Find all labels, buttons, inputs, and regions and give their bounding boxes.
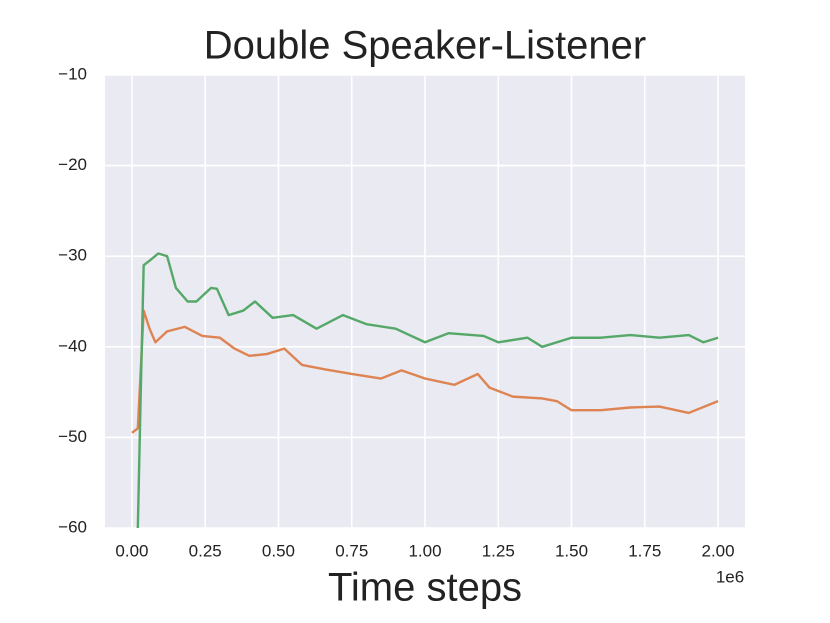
x-tick-label: 1.00 bbox=[408, 541, 441, 560]
x-tick-label: 0.25 bbox=[189, 541, 222, 560]
y-tick-label: −50 bbox=[58, 427, 87, 446]
x-offset-label: 1e6 bbox=[716, 567, 744, 586]
series-line bbox=[131, 309, 719, 434]
x-tick-label: 1.50 bbox=[555, 541, 588, 560]
chart-title: Double Speaker-Listener bbox=[204, 24, 646, 68]
y-tick-label: −60 bbox=[58, 517, 87, 536]
y-tick-label: −30 bbox=[58, 246, 87, 265]
x-axis-label: Time steps bbox=[328, 566, 522, 610]
x-tick-label: 0.50 bbox=[262, 541, 295, 560]
x-tick-label: 1.75 bbox=[628, 541, 661, 560]
x-tick-label: 2.00 bbox=[701, 541, 734, 560]
y-tick-label: −20 bbox=[58, 155, 87, 174]
x-tick-label: 0.00 bbox=[115, 541, 148, 560]
y-tick-label: −10 bbox=[58, 64, 87, 83]
x-tick-label: 0.75 bbox=[335, 541, 368, 560]
y-tick-label: −40 bbox=[58, 336, 87, 355]
x-tick-label: 1.25 bbox=[482, 541, 515, 560]
series-line bbox=[136, 252, 719, 528]
